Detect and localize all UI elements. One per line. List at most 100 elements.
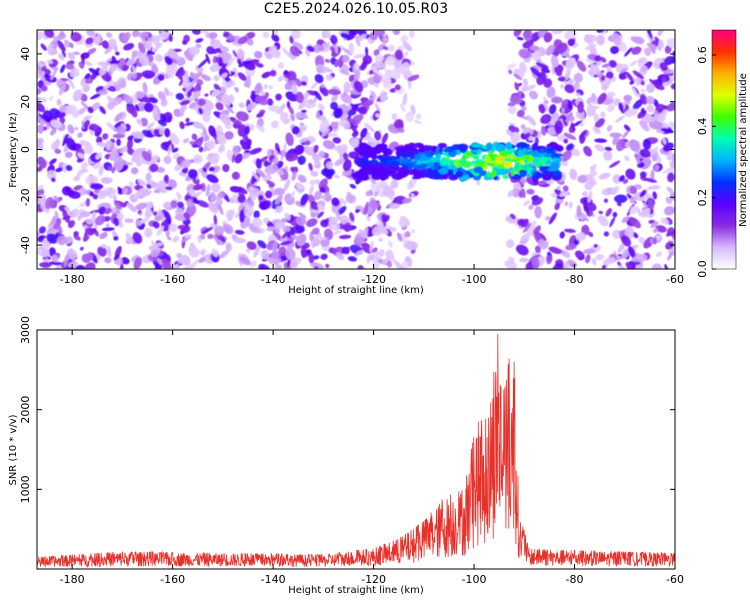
heatmap-cell: [142, 82, 148, 94]
heatmap-cell: [89, 123, 101, 132]
heatmap-cell: [408, 30, 415, 38]
heatmap-cell: [236, 48, 245, 58]
heatmap-cell: [98, 165, 104, 176]
x-tick-label: -140: [261, 573, 286, 586]
heatmap-cell: [244, 125, 251, 135]
heatmap-cell: [238, 102, 245, 109]
heatmap-cell: [61, 78, 69, 82]
heatmap-cell: [184, 122, 195, 126]
heatmap-cell: [639, 148, 651, 158]
heatmap-cell: [217, 191, 226, 199]
heatmap-cell: [37, 184, 44, 191]
heatmap-cell: [526, 188, 535, 195]
heatmap-cell: [516, 109, 525, 118]
heatmap-cell: [249, 260, 257, 268]
heatmap-cell: [381, 132, 389, 145]
heatmap-cell: [301, 109, 307, 114]
heatmap-cell: [291, 171, 297, 181]
heatmap-cell: [585, 174, 597, 186]
heatmap-cell: [265, 190, 273, 199]
heatmap-cell: [563, 132, 577, 140]
heatmap-cell: [179, 121, 185, 130]
heatmap-cell: [622, 129, 630, 139]
heatmap-cell: [556, 185, 561, 190]
heatmap-cell: [340, 32, 350, 39]
heatmap-cell: [320, 253, 328, 260]
chart-title: C2E5.2024.026.10.05.R03: [263, 1, 449, 17]
heatmap-cell: [67, 248, 78, 259]
heatmap-cell: [664, 263, 669, 269]
heatmap-cell: [401, 261, 409, 269]
heatmap-cell: [166, 236, 172, 241]
heatmap-cell: [305, 249, 312, 255]
heatmap-cell: [527, 47, 535, 54]
heatmap-cell: [568, 78, 574, 85]
heatmap-cell: [97, 190, 108, 199]
heatmap-cell: [239, 209, 245, 223]
heatmap-cell: [115, 84, 121, 91]
heatmap-cell: [178, 79, 184, 86]
heatmap-cell: [664, 206, 675, 216]
heatmap-cell: [655, 225, 667, 233]
heatmap-cell: [57, 40, 66, 52]
heatmap-cell: [135, 90, 146, 99]
heatmap-cell: [340, 93, 352, 104]
heatmap-cell: [531, 197, 544, 206]
heatmap-cell: [323, 30, 332, 39]
heatmap-cell: [201, 226, 214, 234]
heatmap-cell: [200, 74, 212, 82]
heatmap-cell: [88, 67, 99, 75]
heatmap-cell: [165, 230, 171, 237]
heatmap-cell: [396, 232, 403, 242]
heatmap-band-cell: [460, 157, 467, 161]
heatmap-cell: [50, 68, 58, 81]
heatmap-cell: [531, 256, 540, 269]
heatmap-cell: [41, 97, 47, 103]
heatmap-cell: [94, 33, 102, 45]
heatmap-cell: [372, 260, 380, 269]
heatmap-cell: [609, 91, 616, 98]
heatmap-cell: [251, 170, 260, 182]
heatmap-cell: [528, 204, 534, 210]
heatmap-cell: [517, 82, 523, 87]
heatmap-cell: [354, 205, 365, 210]
heatmap-cell: [62, 133, 69, 147]
heatmap-cell: [308, 146, 315, 153]
heatmap-cell: [263, 217, 270, 224]
heatmap-cell: [507, 105, 517, 115]
heatmap-cell: [255, 169, 266, 178]
heatmap-cell: [624, 47, 633, 57]
heatmap-cell: [311, 209, 319, 214]
heatmap-cell: [640, 107, 646, 115]
heatmap-cell: [636, 57, 643, 64]
heatmap-cell: [362, 54, 373, 65]
heatmap-cell: [609, 132, 623, 138]
heatmap-cell: [110, 210, 115, 214]
heatmap-cell: [346, 118, 356, 123]
heatmap-cell: [519, 257, 529, 263]
heatmap-cell: [192, 184, 204, 191]
heatmap-cell: [299, 137, 310, 143]
heatmap-cell: [100, 177, 113, 184]
heatmap-cell: [272, 231, 283, 242]
x-tick-label: -180: [60, 573, 85, 586]
heatmap-cell: [164, 87, 170, 96]
heatmap-cell: [575, 232, 586, 242]
heatmap-band-cell: [470, 160, 477, 165]
heatmap-cell: [360, 127, 368, 139]
heatmap-cell: [276, 168, 284, 176]
heatmap-cell: [644, 47, 652, 57]
heatmap-cell: [300, 81, 307, 86]
heatmap-cell: [177, 258, 186, 265]
heatmap-cell: [285, 153, 299, 162]
heatmap-band-cell: [455, 170, 464, 178]
heatmap-cell: [523, 200, 530, 207]
heatmap-cell: [119, 263, 124, 269]
heatmap-cell: [222, 223, 234, 235]
heatmap-cell: [320, 195, 326, 200]
heatmap-cell: [37, 236, 44, 243]
heatmap-cell: [518, 190, 523, 198]
heatmap-cell: [573, 72, 583, 83]
heatmap-cell: [69, 69, 77, 78]
